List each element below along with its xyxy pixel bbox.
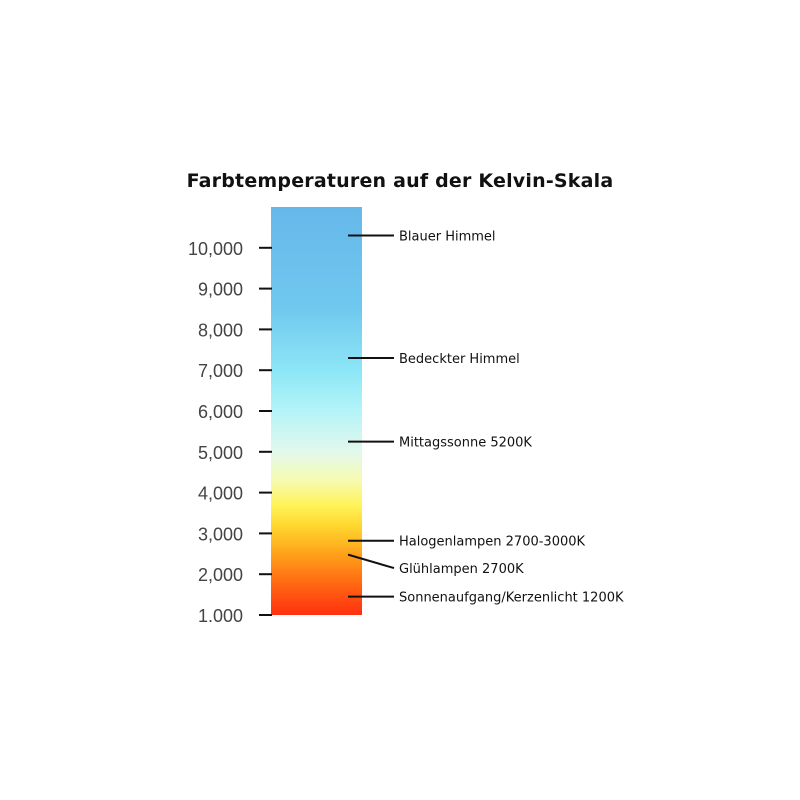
annotation-label: Glühlampen 2700K	[399, 562, 524, 577]
tick-label: 1.000	[198, 606, 243, 626]
tick-label: 4,000	[198, 484, 243, 504]
tick-label: 2,000	[198, 565, 243, 585]
tick-label: 3,000	[198, 524, 243, 544]
annotation-label: Blauer Himmel	[399, 230, 496, 245]
tick-label: 5,000	[198, 443, 243, 463]
tick-label: 6,000	[198, 402, 243, 422]
annotation-label: Sonnenaufgang/Kerzenlicht 1200K	[399, 591, 624, 606]
annotation-label: Halogenlampen 2700-3000K	[399, 535, 586, 550]
color-bar	[271, 207, 362, 615]
tick-label: 9,000	[198, 280, 243, 300]
chart-title: Farbtemperaturen auf der Kelvin-Skala	[186, 170, 614, 192]
annotation-label: Mittagssonne 5200K	[399, 436, 532, 451]
tick-label: 7,000	[198, 361, 243, 381]
tick-label: 8,000	[198, 320, 243, 340]
annotation-pointer	[347, 553, 395, 570]
tick-label: 10,000	[188, 239, 243, 259]
annotation-label: Bedeckter Himmel	[399, 352, 520, 367]
